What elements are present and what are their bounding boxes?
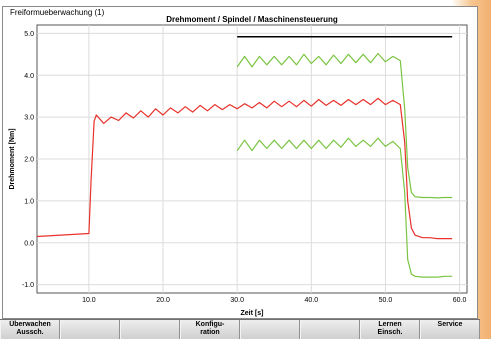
x-tick-label: 10.0 [82,297,96,304]
torque-chart: Drehmoment / Spindel / Maschinensteuerun… [9,15,468,317]
y-tick-label: 1.0 [24,198,34,205]
y-tick-label: -1.0 [22,282,34,289]
y-tick-label: 4.0 [24,73,34,80]
series-line-2 [236,52,453,199]
x-tick-label: 50.0 [379,297,393,304]
softkey-bar: Überwachen Aussch. Konfigu- ration Lerne… [0,319,480,339]
softkey-monitor-off[interactable]: Überwachen Aussch. [0,320,60,339]
softkey-empty-5[interactable] [240,320,300,339]
softkey-empty-2[interactable] [60,320,120,339]
series-line-1 [36,97,453,240]
x-tick-label: 40.0 [304,297,318,304]
softkey-service[interactable]: Service [420,320,480,339]
chart-title: Drehmoment / Spindel / Maschinensteuerun… [166,15,338,24]
softkey-empty-6[interactable] [300,320,360,339]
y-tick-label: 2.0 [24,157,34,164]
y-tick-label: 3.0 [24,115,34,122]
softkey-learn-on[interactable]: Lernen Einsch. [360,320,420,339]
softkey-configuration[interactable]: Konfigu- ration [180,320,240,339]
y-tick-label: 5.0 [24,31,34,38]
softkey-empty-3[interactable] [120,320,180,339]
series-line-3 [236,137,453,278]
axis-ticks: 10.0 20.0 30.0 40.0 50.0 60.0 -1.0 0.0 1.0 2.0 3.0… [22,31,467,304]
panel-title: Freiformueberwachung (1) [8,8,107,18]
y-tick-label: 0.0 [24,240,34,247]
x-tick-label: 60.0 [453,297,467,304]
series-lines [36,35,453,278]
x-tick-label: 30.0 [230,297,244,304]
y-axis-label: Drehmoment [Nm] [9,128,16,189]
x-tick-label: 20.0 [156,297,170,304]
grid [37,25,467,293]
x-axis-label: Zeit [s] [241,310,264,317]
